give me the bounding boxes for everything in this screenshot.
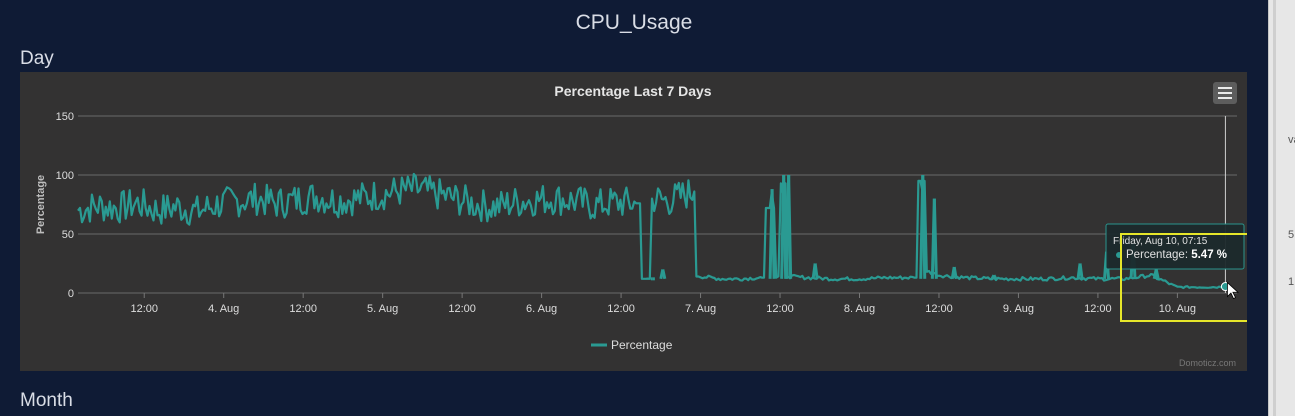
series-spike [921,174,927,279]
side-panel-fragment: 1 [1288,276,1295,288]
series-spike [782,174,788,279]
menu-line-icon [1218,92,1232,94]
side-panel: va 5 1 [1268,0,1295,416]
side-panel-fragment: 5 [1288,229,1295,241]
x-tick-label: 5. Aug [367,303,398,315]
x-tick-label: 10. Aug [1159,303,1196,315]
y-tick-label: 150 [56,111,74,123]
chart-credits: Domoticz.com [1179,358,1236,368]
section-title-day: Day [20,48,54,69]
x-tick-label: 6. Aug [526,303,557,315]
side-panel-fragment: va [1288,134,1295,146]
series-spike [787,174,793,279]
x-tick-label: 12:00 [289,303,317,315]
side-panel-scrollbar[interactable] [1273,0,1276,416]
series-spike [770,189,776,279]
legend-item-percentage: Percentage [591,338,673,352]
series-spike [661,269,667,280]
tooltip-value: 5.47 % [1191,249,1227,261]
x-tick-label: 12:00 [925,303,953,315]
series-spike [1078,263,1084,280]
cpu-usage-chart: Percentage Last 7 Days 0 50 100 150 Percentag… [20,72,1247,371]
x-tick-label: 12:00 [607,303,635,315]
y-axis-label: Percentage [35,175,47,234]
menu-line-icon [1218,97,1232,99]
x-tick-label: 7. Aug [685,303,716,315]
tooltip-box [1105,223,1245,270]
tooltip-time: Friday, Aug 10, 07:15 [1113,236,1208,247]
y-tick-label: 100 [56,170,74,182]
highlight-frame [1120,233,1247,322]
page-title: CPU_Usage [575,11,693,34]
chart-menu-button[interactable] [1213,82,1237,104]
series-spike [952,266,958,280]
x-tick-label: 8. Aug [844,303,875,315]
series-line-percentage [77,172,1226,290]
x-tick-label: 9. Aug [1003,303,1034,315]
mouse-cursor-icon [1227,281,1239,300]
legend-label: Percentage [611,338,673,352]
chart-title: Percentage Last 7 Days [554,83,711,99]
chart-canvas: Percentage Last 7 Days 0 50 100 150 Percentag… [35,83,1247,368]
y-tick-label: 50 [62,229,74,241]
x-tick-label: 12:00 [448,303,476,315]
x-tick-label: 12:00 [1084,303,1112,315]
series-spike [992,274,998,280]
tooltip-series-label: Percentage: 5.47 % [1126,249,1227,261]
series-spike [813,263,819,280]
x-tick-label: 4. Aug [208,303,239,315]
menu-line-icon [1218,87,1232,89]
series-spike [1154,269,1160,280]
x-tick-label: 12:00 [766,303,794,315]
series-spike [932,198,938,279]
section-title-month: Month [20,390,73,411]
y-tick-label: 0 [68,288,74,300]
x-tick-label: 12:00 [130,303,158,315]
tooltip: Friday, Aug 10, 07:15 Percentage: 5.47 % [1105,223,1245,270]
